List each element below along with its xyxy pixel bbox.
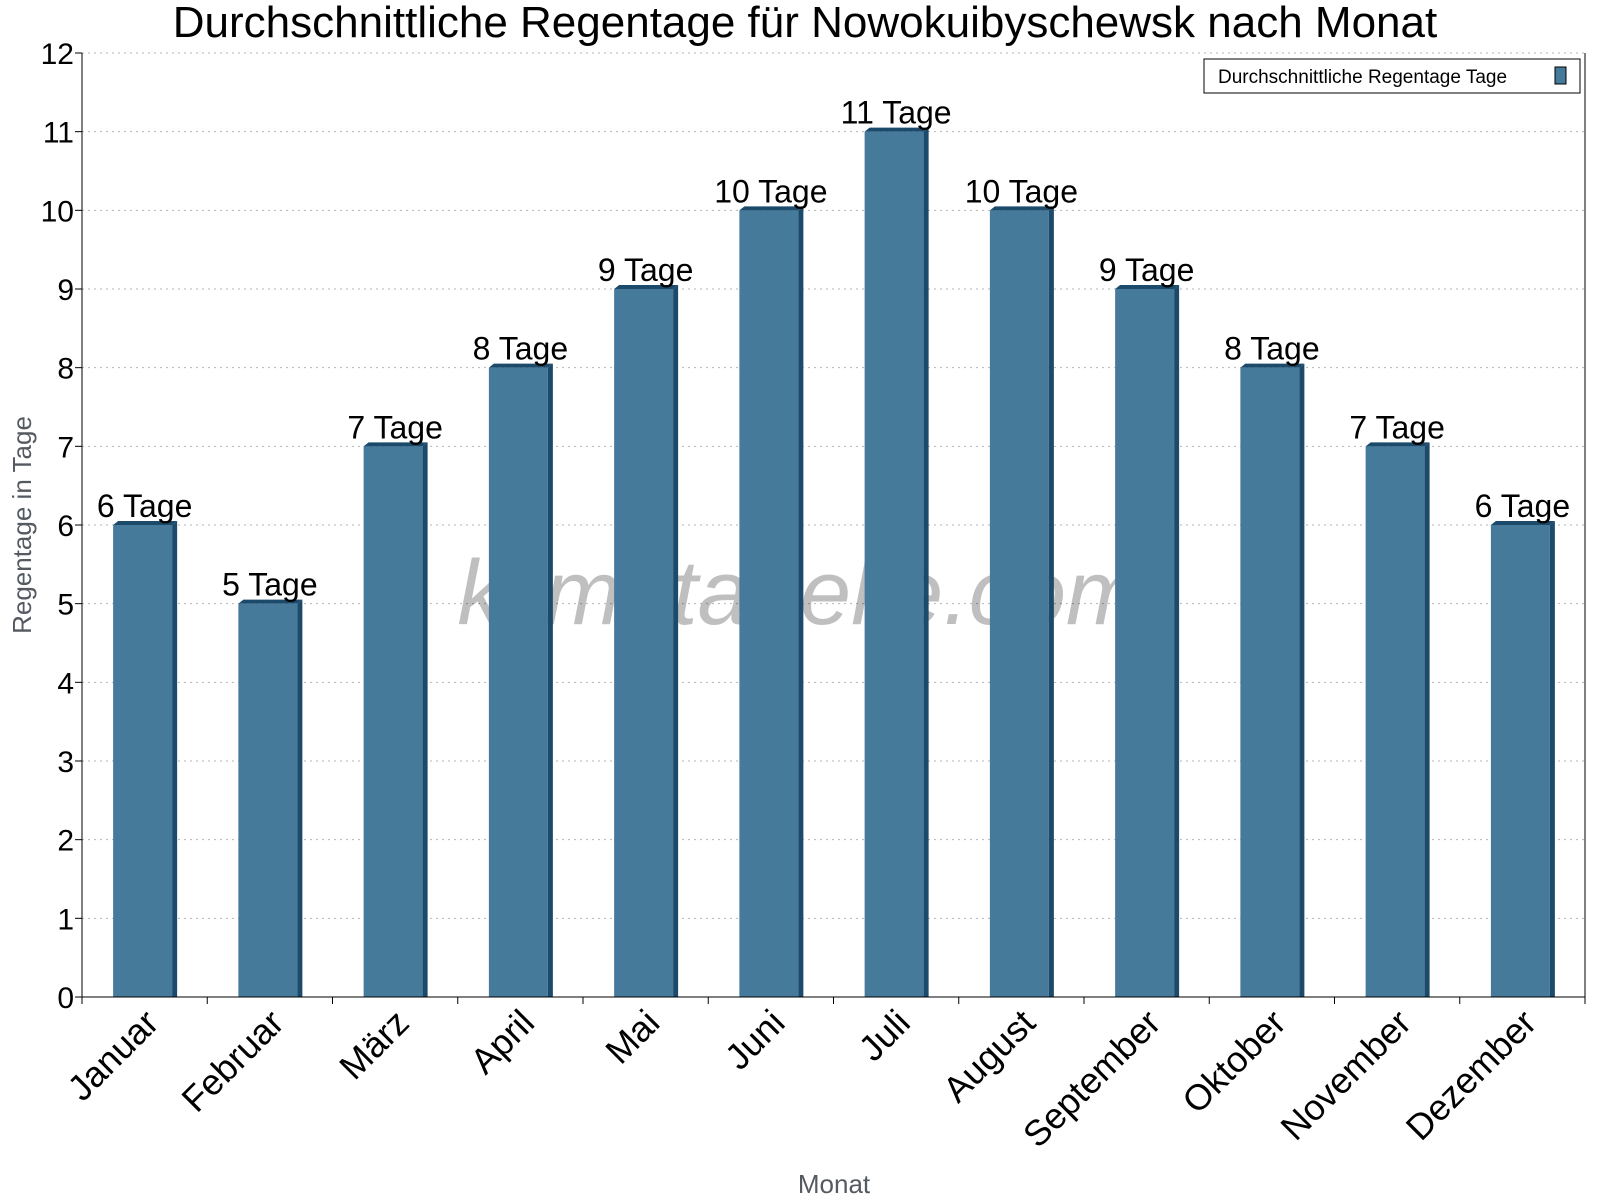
bar-top — [1365, 442, 1430, 447]
y-tick-label: 1 — [57, 903, 74, 936]
x-tick-label: Mai — [597, 1002, 667, 1072]
bar-front — [989, 210, 1049, 998]
bar — [989, 206, 1054, 998]
bar-top — [1490, 521, 1555, 525]
x-axis-label: Monat — [798, 1169, 871, 1199]
y-tick-label: 10 — [41, 195, 74, 228]
y-tick-label: 4 — [57, 667, 74, 700]
bar — [1490, 521, 1555, 997]
x-tick-label: Juni — [717, 1002, 793, 1078]
data-label: 8 Tage — [473, 331, 569, 367]
x-tick-label: August — [935, 1002, 1043, 1110]
bar-side — [172, 521, 178, 997]
bar-top — [113, 521, 178, 525]
data-label: 8 Tage — [1224, 331, 1320, 367]
bar-top — [488, 363, 553, 368]
x-axis-ticks: Januar Februar März April Mai Juni Juli AugustS… — [59, 997, 1586, 1156]
bar-top — [739, 206, 804, 211]
y-tick-label: 11 — [43, 117, 74, 150]
y-axis-label: Regentage in Tage — [7, 416, 37, 634]
bar-front — [1490, 525, 1550, 997]
bar-top — [363, 442, 428, 447]
bar-top — [1115, 285, 1180, 289]
y-tick-label: 12 — [41, 38, 74, 71]
data-label: 11 Tage — [841, 95, 952, 131]
x-tick-label: April — [462, 1002, 542, 1082]
bars — [113, 127, 1555, 998]
data-label: 7 Tage — [1349, 409, 1445, 445]
bar-side — [798, 206, 804, 998]
bar-side — [1299, 363, 1305, 998]
legend-swatch — [1554, 66, 1567, 85]
x-tick-label: September — [1015, 1002, 1169, 1156]
bar-front — [363, 446, 423, 997]
bar-front — [1115, 289, 1175, 997]
bar-top — [989, 206, 1054, 211]
bar-side — [1048, 206, 1054, 998]
bar — [1115, 285, 1180, 997]
data-label: 7 Tage — [347, 409, 443, 445]
bar-front — [739, 210, 799, 998]
x-tick-label: Februar — [173, 1002, 291, 1120]
bar-top — [614, 285, 679, 289]
bar — [1240, 363, 1305, 998]
bar-front — [238, 603, 298, 997]
bar-side — [297, 599, 303, 997]
bar — [363, 442, 428, 997]
bar — [488, 363, 553, 998]
gridlines — [82, 52, 1585, 919]
x-tick-label: November — [1272, 1002, 1418, 1148]
x-tick-label: Oktober — [1174, 1002, 1294, 1122]
bar-front — [614, 289, 674, 997]
data-labels: 6 Tage 5 Tage 7 Tage 8 Tage 9 Tage 10 Tage 11 … — [97, 95, 1570, 603]
y-tick-label: 5 — [57, 589, 74, 622]
bar-front — [1365, 446, 1425, 997]
bar-side — [1174, 285, 1180, 997]
bar — [614, 285, 679, 997]
bar-front — [488, 367, 548, 998]
data-label: 6 Tage — [97, 488, 193, 524]
bar-top — [1240, 363, 1305, 368]
bar-top — [864, 127, 929, 132]
bar-side — [673, 285, 679, 997]
y-tick-label: 3 — [57, 746, 74, 779]
bar-side — [422, 442, 428, 997]
legend: Durchschnittliche Regentage Tage — [1203, 58, 1581, 94]
bar-side — [923, 127, 929, 997]
x-tick-label: Januar — [59, 1002, 166, 1109]
data-label: 10 Tage — [714, 173, 827, 209]
x-tick-label: März — [331, 1002, 417, 1088]
bar — [113, 521, 178, 997]
bar-top — [238, 599, 303, 604]
bar-front — [864, 131, 924, 997]
data-label: 6 Tage — [1475, 488, 1571, 524]
y-tick-label: 2 — [57, 825, 74, 858]
bar-front — [1240, 367, 1300, 998]
bar — [739, 206, 804, 998]
bar — [1365, 442, 1430, 997]
bar-side — [1549, 521, 1555, 997]
legend-box — [1203, 58, 1581, 94]
bar — [864, 127, 929, 997]
y-tick-label: 8 — [57, 353, 74, 386]
y-tick-label: 7 — [57, 431, 74, 464]
legend-label: Durchschnittliche Regentage Tage — [1218, 67, 1507, 88]
bar-front — [113, 525, 173, 997]
x-tick-label: Dezember — [1398, 1002, 1544, 1148]
data-label: 9 Tage — [598, 252, 694, 288]
x-tick-label: Juli — [851, 1002, 918, 1069]
y-tick-label: 0 — [57, 982, 74, 1015]
bar-side — [1424, 442, 1430, 997]
data-label: 5 Tage — [222, 567, 318, 603]
bar — [238, 599, 303, 997]
data-label: 10 Tage — [965, 173, 1078, 209]
y-tick-label: 6 — [57, 510, 74, 543]
y-tick-label: 9 — [57, 274, 74, 307]
bar-side — [547, 363, 553, 998]
chart-title: Durchschnittliche Regentage für Nowokuib… — [173, 0, 1437, 47]
data-label: 9 Tage — [1099, 252, 1195, 288]
